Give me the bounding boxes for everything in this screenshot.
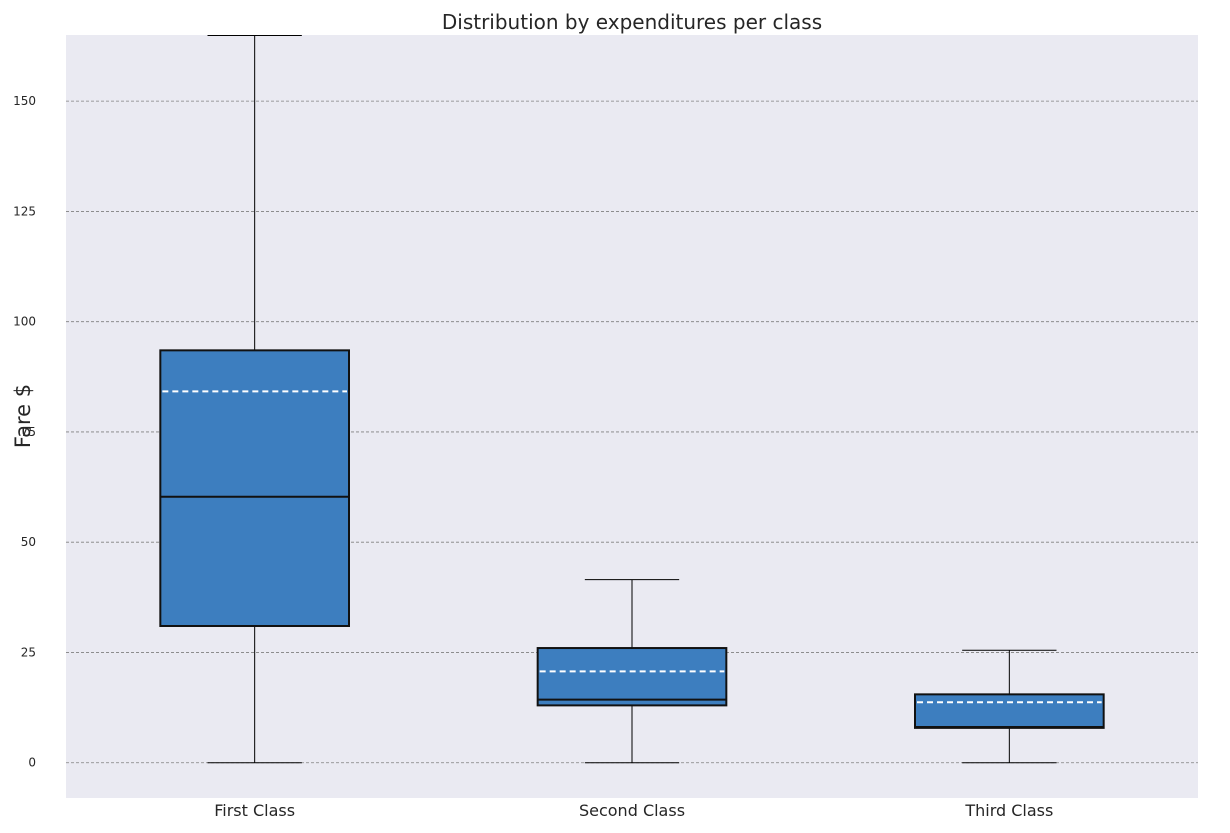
y-tick-label: 50 (21, 535, 36, 549)
y-axis-label: Fare $ (11, 384, 35, 448)
x-tick-label: Third Class (964, 801, 1053, 820)
chart-title: Distribution by expenditures per class (442, 10, 822, 34)
y-axis-ticks: 0 25 50 75 100 125 150 (13, 94, 36, 770)
box-group (914, 649, 1105, 764)
iqr-box (536, 647, 728, 707)
y-tick-label: 75 (21, 425, 36, 439)
boxes (159, 34, 1105, 764)
y-tick-label: 125 (13, 204, 36, 218)
box-group (536, 579, 728, 764)
x-tick-label: Second Class (579, 801, 685, 820)
y-tick-label: 150 (13, 94, 36, 108)
x-axis-ticks: First Class Second Class Third Class (214, 801, 1053, 820)
y-tick-label: 25 (21, 645, 36, 659)
y-tick-label: 100 (13, 315, 36, 329)
box-group (159, 34, 350, 764)
y-tick-label: 0 (28, 756, 36, 770)
iqr-box (914, 693, 1105, 729)
iqr-box (159, 349, 350, 627)
x-tick-label: First Class (214, 801, 295, 820)
